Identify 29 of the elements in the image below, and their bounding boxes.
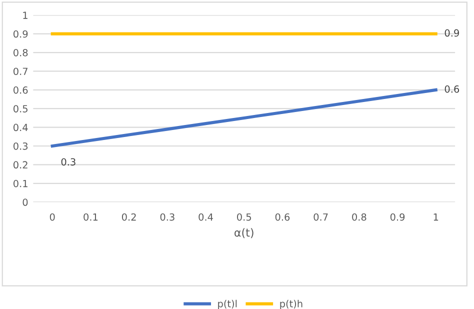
x-tick-label: 0 (50, 213, 55, 221)
x-tick-label: 0.6 (275, 213, 290, 221)
legend-label: p(t)l (218, 300, 237, 309)
line-series (50, 88, 438, 148)
y-tick-label: 0.7 (14, 68, 28, 76)
x-tick-label: 0.2 (122, 213, 136, 221)
y-tick-label: 0.4 (14, 124, 28, 132)
y-tick-label: 1 (23, 12, 28, 19)
x-tick-label: 1 (434, 213, 438, 221)
data-label: 0.9 (444, 29, 459, 37)
y-tick-label: 0.5 (14, 105, 28, 112)
x-tick-label: 0.4 (198, 213, 213, 221)
y-tick-label: 0.9 (14, 30, 28, 38)
data-label: 0.6 (444, 85, 460, 93)
x-tick-label: 0.7 (314, 213, 328, 221)
y-tick-label: 0 (22, 198, 28, 206)
x-tick-label: 0.8 (352, 213, 366, 221)
x-tick-label: 0.1 (84, 213, 98, 221)
legend-label: p(t)h (280, 300, 302, 309)
x-tick-label: 0.3 (160, 213, 174, 221)
data-label: 0.3 (61, 158, 76, 166)
x-axis-title: α(t) (234, 228, 254, 238)
y-tick-label: 0.8 (14, 49, 28, 56)
x-tick-label: 0.5 (237, 213, 251, 221)
y-tick-label: 0.2 (14, 161, 28, 169)
x-tick-label: 0.9 (390, 213, 405, 221)
y-tick-label: 0.6 (14, 86, 28, 94)
y-tick-label: 0.1 (14, 180, 28, 188)
y-tick-label: 0.3 (14, 142, 28, 150)
